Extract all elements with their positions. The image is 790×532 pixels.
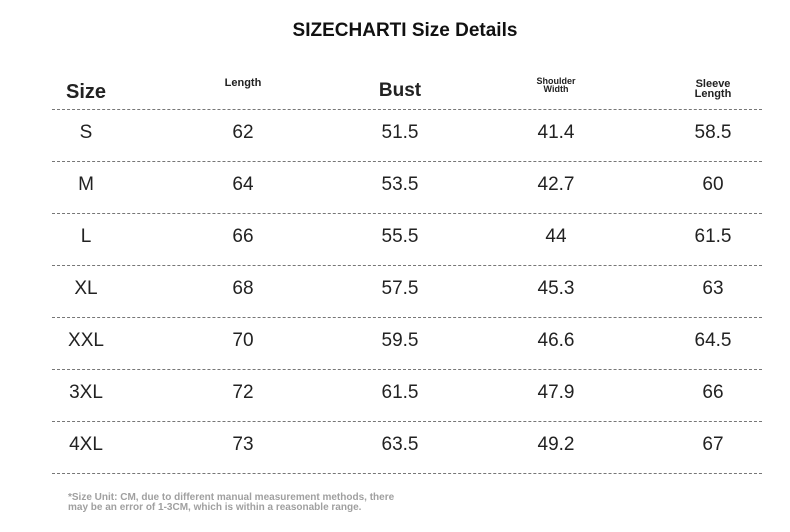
table-cell: M: [78, 174, 94, 195]
table-cell: S: [79, 122, 93, 143]
table-cell: 45.3: [537, 278, 575, 299]
table-cell: 44: [545, 226, 567, 247]
table-cell: 72: [232, 382, 254, 403]
table-cell: 53.5: [381, 174, 419, 195]
table-cell: 62: [232, 122, 254, 143]
table-cell: XXL: [68, 330, 104, 351]
table-cell: 47.9: [537, 382, 575, 403]
table-cell: 46.6: [537, 330, 575, 351]
table-cell: 70: [232, 330, 254, 351]
divider: [52, 265, 762, 266]
table-cell: 73: [232, 434, 254, 455]
table-cell: 4XL: [69, 434, 103, 455]
table-cell: 64.5: [694, 330, 732, 351]
footnote: may be an error of 1-3CM, which is withi…: [68, 502, 362, 513]
table-cell: 63: [702, 278, 724, 299]
column-header: Sleeve: [695, 78, 731, 90]
table-cell: 58.5: [694, 122, 732, 143]
table-cell: 51.5: [381, 122, 419, 143]
divider: [52, 317, 762, 318]
table-cell: 41.4: [537, 122, 575, 143]
table-cell: 42.7: [537, 174, 575, 195]
table-cell: 49.2: [537, 434, 575, 455]
table-cell: 68: [232, 278, 254, 299]
table-cell: 66: [232, 226, 254, 247]
table-cell: 67: [702, 434, 724, 455]
table-cell: 3XL: [69, 382, 103, 403]
divider: [52, 161, 762, 162]
table-cell: 57.5: [381, 278, 419, 299]
table-cell: L: [80, 226, 92, 247]
column-header: Width: [543, 84, 569, 94]
divider: [52, 473, 762, 474]
column-header: Length: [224, 77, 262, 89]
table-cell: 55.5: [381, 226, 419, 247]
footnote: *Size Unit: CM, due to different manual …: [68, 492, 395, 503]
table-cell: 63.5: [381, 434, 419, 455]
table-cell: 64: [232, 174, 254, 195]
table-cell: 61.5: [694, 226, 732, 247]
table-cell: 66: [702, 382, 724, 403]
divider: [52, 213, 762, 214]
column-header: Length: [694, 88, 732, 100]
table-cell: XL: [74, 278, 98, 299]
table-cell: 61.5: [381, 382, 419, 403]
title: SIZECHARTI Size Details: [292, 20, 518, 41]
table-cell: 60: [702, 174, 724, 195]
column-header: Bust: [378, 80, 422, 101]
column-header: Shoulder: [536, 76, 576, 86]
divider: [52, 109, 762, 110]
divider: [52, 369, 762, 370]
table-cell: 59.5: [381, 330, 419, 351]
divider: [52, 421, 762, 422]
column-header: Size: [65, 81, 107, 103]
